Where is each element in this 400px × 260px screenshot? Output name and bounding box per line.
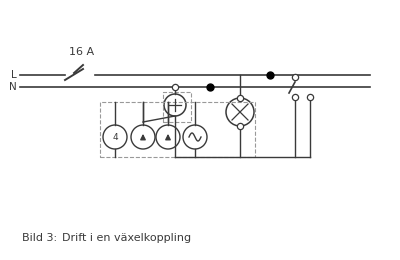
Text: 4: 4 xyxy=(112,133,118,141)
Text: N: N xyxy=(9,82,17,92)
Bar xyxy=(163,92,191,122)
Text: L: L xyxy=(11,70,17,80)
Text: Drift i en växelkoppling: Drift i en växelkoppling xyxy=(62,233,191,243)
Text: Bild 3:: Bild 3: xyxy=(22,233,57,243)
Text: 16 A: 16 A xyxy=(70,47,94,57)
Bar xyxy=(100,102,255,157)
